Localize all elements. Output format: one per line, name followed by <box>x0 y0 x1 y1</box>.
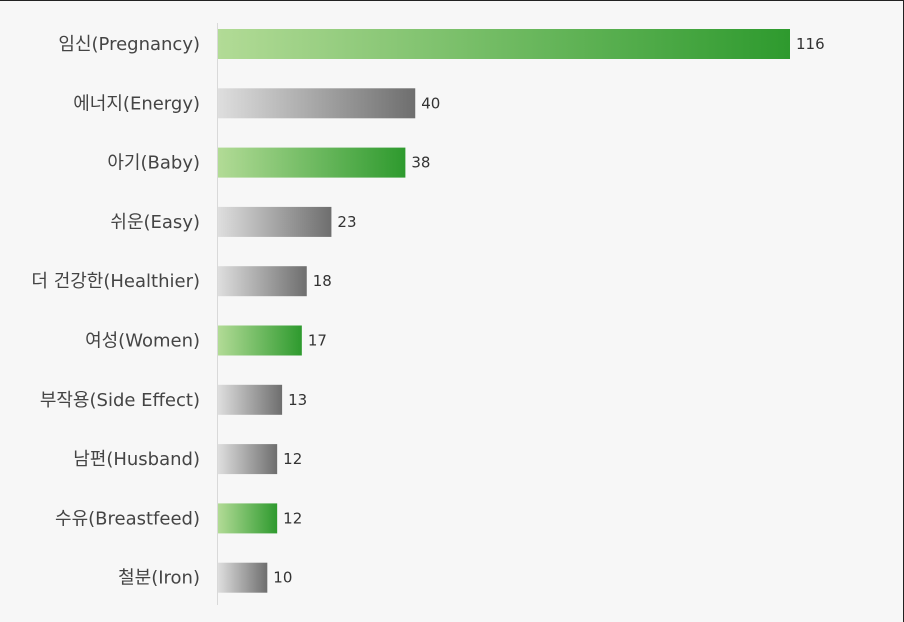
value-label: 13 <box>288 391 307 409</box>
bar-6 <box>218 384 283 415</box>
bar-8 <box>218 503 278 534</box>
bar-4 <box>218 266 307 297</box>
value-label: 12 <box>283 509 302 527</box>
bar-1 <box>218 88 416 119</box>
value-label: 38 <box>411 154 430 172</box>
bar-5 <box>218 325 302 356</box>
bar-7 <box>218 444 278 475</box>
value-label: 17 <box>308 332 327 350</box>
category-label: 부작용(Side Effect) <box>40 390 200 411</box>
bar-3 <box>218 206 332 237</box>
category-label: 쉬운(Easy) <box>110 212 200 233</box>
category-label: 수유(Breastfeed) <box>55 508 200 529</box>
bars-group: 임신(Pregnancy) 116 에너지(Energy) 40 아기(Baby) 38 쉬… <box>31 29 825 593</box>
bar-9 <box>218 562 268 593</box>
value-label: 18 <box>313 272 332 290</box>
category-label: 아기(Baby) <box>107 153 200 174</box>
value-label: 10 <box>273 569 292 587</box>
value-label: 40 <box>421 94 440 112</box>
bar-0 <box>218 29 790 59</box>
value-label: 23 <box>337 213 356 231</box>
category-label: 철분(Iron) <box>118 568 200 589</box>
category-label: 더 건강한(Healthier) <box>31 271 200 292</box>
value-label: 116 <box>796 35 825 53</box>
value-label: 12 <box>283 450 302 468</box>
category-label: 여성(Women) <box>85 331 200 352</box>
bar-2 <box>218 147 406 178</box>
category-label: 남편(Husband) <box>73 449 200 470</box>
category-label: 에너지(Energy) <box>73 93 200 114</box>
category-label: 임신(Pregnancy) <box>58 34 200 55</box>
